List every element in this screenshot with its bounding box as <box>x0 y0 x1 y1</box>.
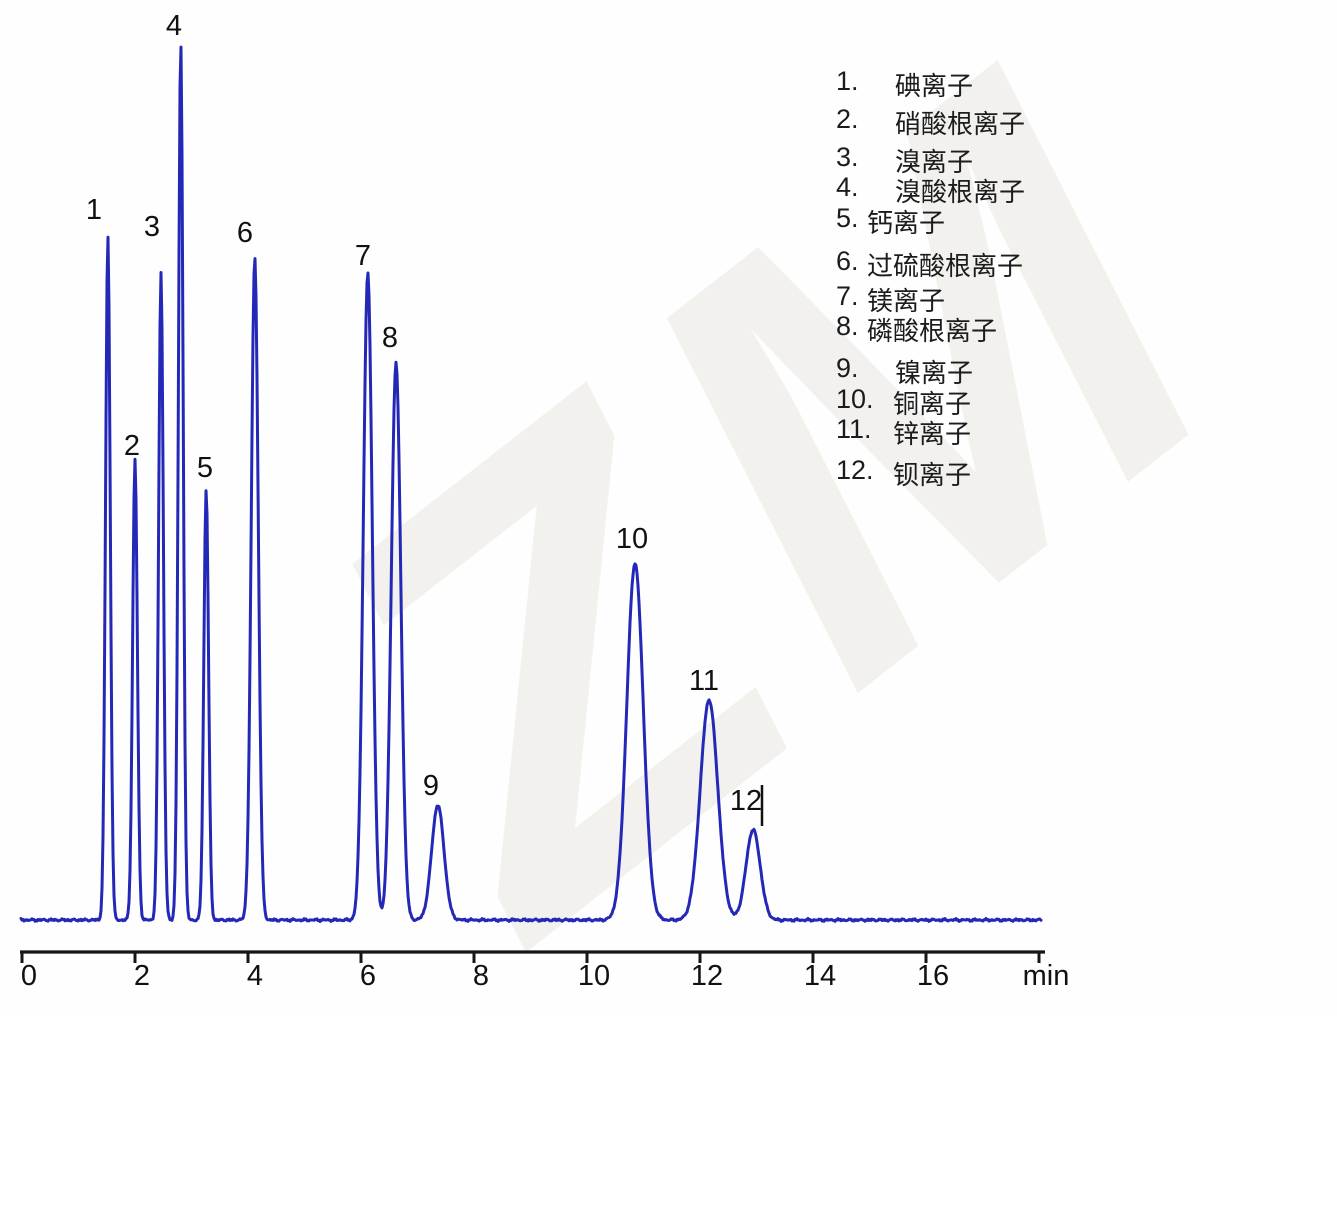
legend-item-12: 12. 钡离子 <box>836 455 971 490</box>
legend-item-10: 10. 铜离子 <box>836 384 971 419</box>
legend-item-11: 11. 锌离子 <box>836 414 971 449</box>
axis-unit-label: min <box>1023 960 1070 992</box>
legend-name: 镍离子 <box>895 359 974 388</box>
peak-label-8: 8 <box>382 322 398 354</box>
tick-label: 12 <box>691 960 723 992</box>
legend-item-1: 1. 碘离子 <box>836 66 973 101</box>
legend-number: 4. <box>836 172 859 202</box>
peak-label-4: 4 <box>166 10 182 42</box>
peak-label-10: 10 <box>616 523 648 555</box>
legend-number: 11. <box>836 414 872 444</box>
legend-name: 溴离子 <box>895 148 974 177</box>
tick-label: 10 <box>578 960 610 992</box>
peak-label-5: 5 <box>197 452 213 484</box>
tick-label: 2 <box>134 960 150 992</box>
legend-item-6: 6. 过硫酸根离子 <box>836 246 1023 281</box>
chromatogram-figure: ZM 0 2 4 6 8 10 12 14 16 min 1 2 3 4 5 6 7 8 9 10 11 12 1. 碘离子… <box>19 0 1337 1045</box>
legend-number: 6. <box>836 246 859 276</box>
trace-path <box>19 45 1043 923</box>
legend-item-7: 7. 镁离子 <box>836 281 945 316</box>
legend-number: 7. <box>836 281 859 311</box>
legend-number: 2. <box>836 104 859 134</box>
legend-name: 溴酸根离子 <box>895 178 1026 207</box>
peak-label-3: 3 <box>144 211 160 243</box>
legend-number: 12. <box>836 455 874 485</box>
legend-item-8: 8. 磷酸根离子 <box>836 311 997 346</box>
legend-name: 磷酸根离子 <box>867 317 998 346</box>
legend-name: 过硫酸根离子 <box>867 252 1024 281</box>
tick-label: 4 <box>247 960 263 992</box>
tick-label: 16 <box>917 960 949 992</box>
legend-number: 8. <box>836 311 859 341</box>
peak-label-2: 2 <box>124 430 140 462</box>
legend-number: 3. <box>836 142 859 172</box>
legend-name: 锌离子 <box>893 420 972 449</box>
legend-item-5: 5. 钙离子 <box>836 203 945 238</box>
peak-label-11: 11 <box>689 665 719 697</box>
peak-label-12: 12 <box>730 785 762 817</box>
tick-label: 8 <box>473 960 489 992</box>
tick-label: 14 <box>804 960 836 992</box>
peak-label-7: 7 <box>355 240 371 272</box>
legend-name: 镁离子 <box>867 287 946 316</box>
legend-name: 钡离子 <box>893 461 972 490</box>
legend-name: 钙离子 <box>867 209 946 238</box>
legend-item-2: 2. 硝酸根离子 <box>836 104 1025 139</box>
peak-label-1: 1 <box>86 194 102 226</box>
peak-label-9: 9 <box>423 770 439 802</box>
tick-label: 6 <box>360 960 376 992</box>
peak-label-6: 6 <box>237 217 253 249</box>
legend-number: 5. <box>836 203 859 233</box>
tick-label: 0 <box>21 960 37 992</box>
legend-number: 9. <box>836 353 859 383</box>
legend-name: 铜离子 <box>893 390 972 419</box>
legend-name: 硝酸根离子 <box>895 110 1026 139</box>
legend-name: 碘离子 <box>895 72 974 101</box>
legend-number: 10. <box>836 384 874 414</box>
legend-item-4: 4. 溴酸根离子 <box>836 172 1025 207</box>
legend-number: 1. <box>836 66 859 96</box>
legend-item-3: 3. 溴离子 <box>836 142 973 177</box>
legend-item-9: 9. 镍离子 <box>836 353 973 388</box>
